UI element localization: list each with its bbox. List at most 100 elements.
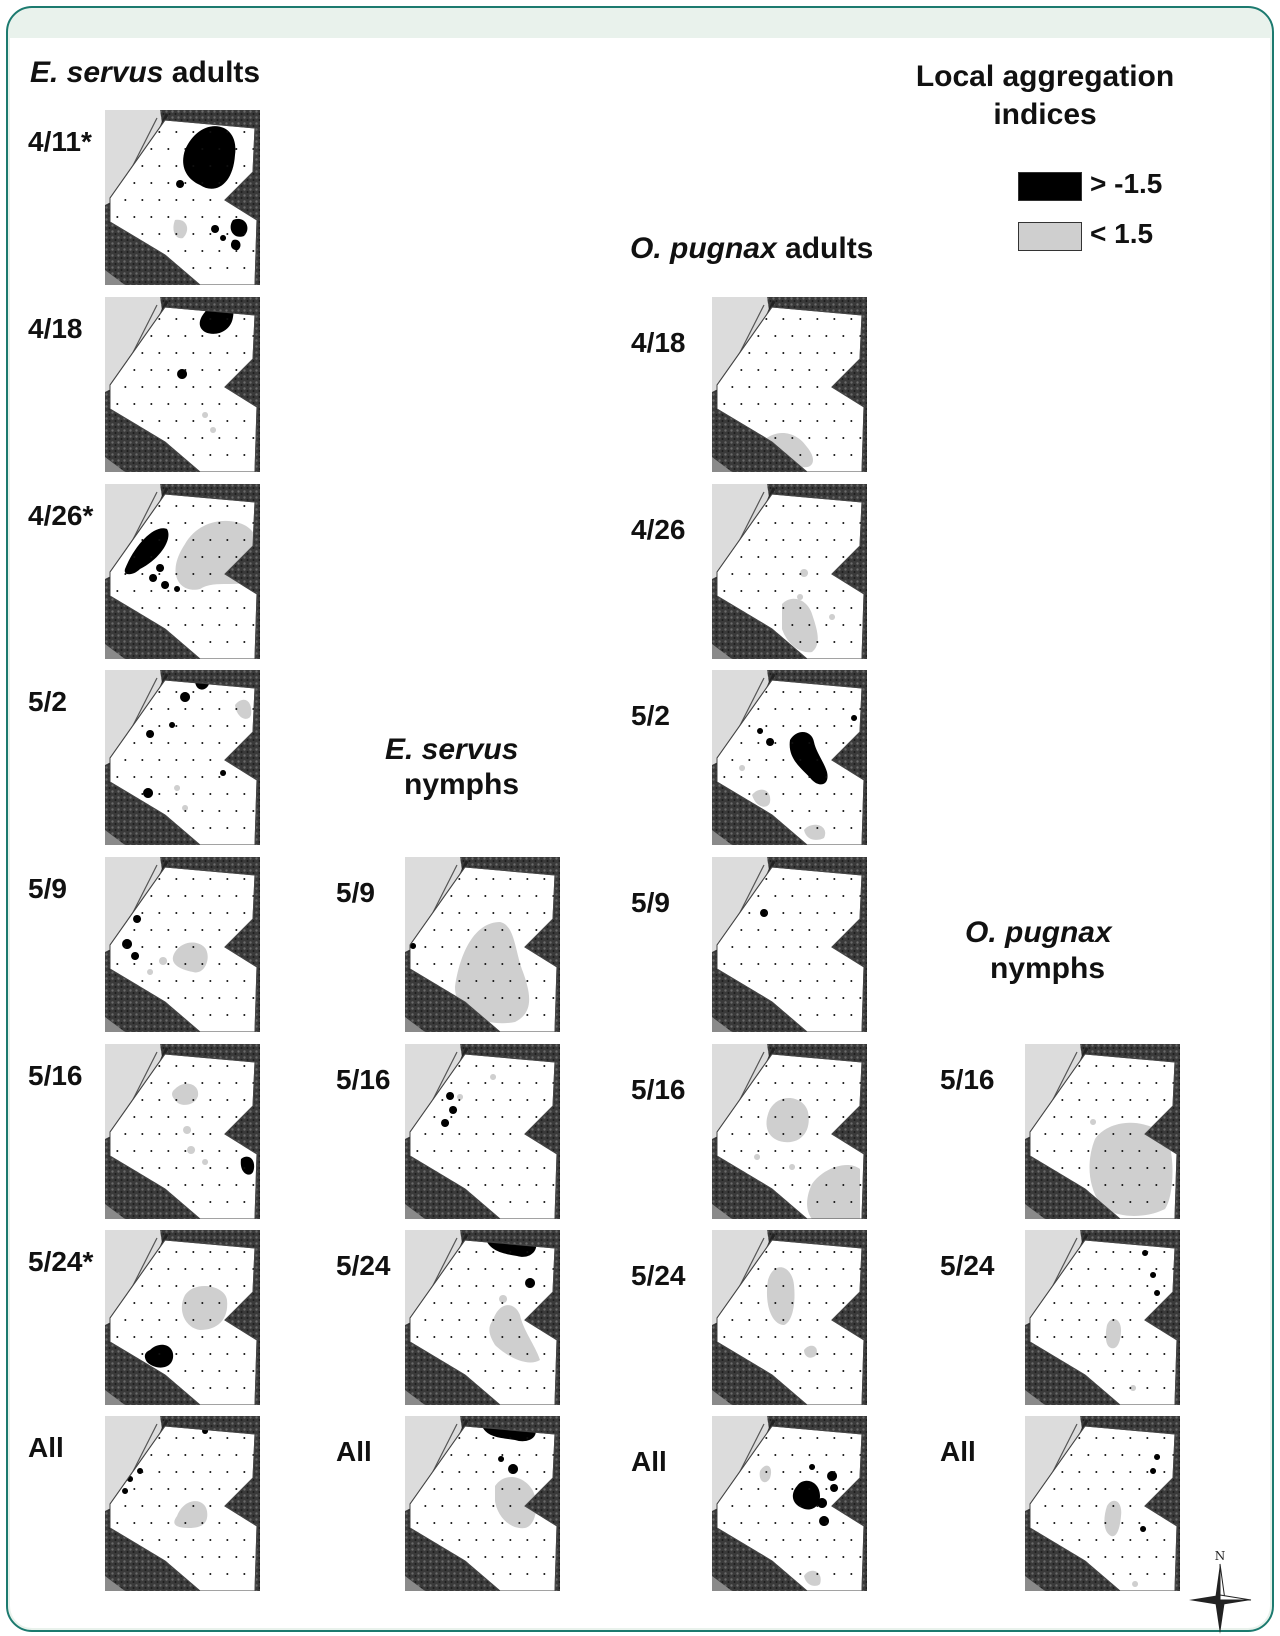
sample-point xyxy=(757,556,760,558)
heading-species: O. pugnax xyxy=(965,916,1112,949)
sample-point xyxy=(808,1302,811,1304)
sample-point xyxy=(501,1370,504,1372)
sample-point xyxy=(757,963,760,965)
sample-point xyxy=(175,505,178,507)
sample-point xyxy=(509,1285,512,1287)
sample-point xyxy=(518,929,521,931)
sample-point xyxy=(543,912,546,914)
sample-point xyxy=(1078,1285,1081,1287)
sample-point xyxy=(192,946,195,948)
sample-point xyxy=(175,352,178,354)
sample-point xyxy=(774,1082,777,1084)
sample-point xyxy=(175,759,178,761)
heading-stage: adults xyxy=(163,56,261,89)
low-index-patch xyxy=(1090,1119,1097,1125)
sample-point xyxy=(252,624,255,626)
sample-point xyxy=(1078,1251,1081,1253)
sample-point xyxy=(774,776,777,778)
sample-point xyxy=(416,1150,419,1152)
sample-point xyxy=(740,963,743,965)
date-label: 5/24 xyxy=(336,1250,391,1281)
sample-point xyxy=(1121,1184,1124,1186)
sample-point xyxy=(1146,1471,1149,1473)
sample-point xyxy=(850,1539,853,1541)
sample-point xyxy=(158,505,161,507)
sample-point xyxy=(748,946,751,948)
sample-point xyxy=(816,1201,819,1203)
sample-point xyxy=(218,1184,221,1186)
sample-point xyxy=(141,1353,144,1355)
sample-point xyxy=(467,1150,470,1152)
sample-point xyxy=(226,1387,229,1389)
date-label: 5/2 xyxy=(28,686,67,717)
sample-point xyxy=(859,1370,862,1372)
sample-point xyxy=(218,148,221,150)
sample-point xyxy=(859,997,862,999)
sample-point xyxy=(458,1167,461,1169)
sample-point xyxy=(1155,1454,1158,1456)
sample-point xyxy=(484,1556,487,1558)
sample-point xyxy=(484,1302,487,1304)
low-index-patch xyxy=(766,1267,795,1325)
sample-point xyxy=(218,742,221,744)
sample-point xyxy=(842,810,845,812)
sample-point xyxy=(167,997,170,999)
sample-point xyxy=(1112,1285,1115,1287)
sample-point xyxy=(526,980,529,982)
sample-point xyxy=(209,1014,212,1016)
sample-point xyxy=(184,1150,187,1152)
sample-point xyxy=(218,403,221,405)
sample-point xyxy=(782,1437,785,1439)
sample-point xyxy=(484,1522,487,1524)
sample-point xyxy=(235,742,238,744)
sample-point xyxy=(235,216,238,218)
sample-point xyxy=(175,725,178,727)
sample-point xyxy=(218,522,221,524)
sample-point xyxy=(484,1370,487,1372)
sample-point xyxy=(218,810,221,812)
sample-point xyxy=(774,1302,777,1304)
sample-point xyxy=(543,1387,546,1389)
sample-point xyxy=(235,590,238,592)
sample-point xyxy=(816,1167,819,1169)
sample-point xyxy=(209,454,212,456)
sample-point xyxy=(184,1370,187,1372)
sample-point xyxy=(235,403,238,405)
sample-point xyxy=(184,776,187,778)
sample-point xyxy=(526,1573,529,1575)
sample-point xyxy=(492,1471,495,1473)
sample-point xyxy=(535,1116,538,1118)
sample-point xyxy=(175,233,178,235)
sample-point xyxy=(226,793,229,795)
sample-point xyxy=(833,1387,836,1389)
sample-point xyxy=(1112,1319,1115,1321)
map-panel xyxy=(405,857,560,1032)
sample-point xyxy=(226,165,229,167)
sample-point xyxy=(184,148,187,150)
sample-point xyxy=(209,1505,212,1507)
sample-point xyxy=(782,607,785,609)
sample-point xyxy=(799,1353,802,1355)
sample-point xyxy=(175,1505,178,1507)
sample-point xyxy=(484,929,487,931)
sample-point xyxy=(158,759,161,761)
sample-point xyxy=(825,556,828,558)
low-index-patch xyxy=(797,594,804,600)
sample-point xyxy=(492,1099,495,1101)
low-index-patch xyxy=(762,432,814,468)
sample-point xyxy=(167,1082,170,1084)
sample-point xyxy=(192,1573,195,1575)
sample-point xyxy=(850,641,853,643)
high-index-patch xyxy=(131,952,140,960)
sample-point xyxy=(467,1488,470,1490)
sample-point xyxy=(765,505,768,507)
sample-point xyxy=(791,1082,794,1084)
sample-point xyxy=(209,539,212,541)
sample-point xyxy=(1112,1133,1115,1135)
sample-point xyxy=(133,1150,136,1152)
sample-point xyxy=(509,980,512,982)
sample-point xyxy=(1163,1437,1166,1439)
map-panel xyxy=(105,297,260,472)
sample-point xyxy=(252,997,255,999)
sample-point xyxy=(484,895,487,897)
